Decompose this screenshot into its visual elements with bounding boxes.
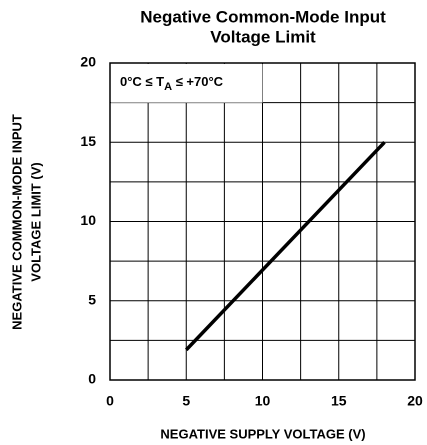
chart-title: Voltage Limit <box>210 27 316 46</box>
plot-frame <box>109 62 416 381</box>
x-tick-label: 20 <box>407 393 423 409</box>
annotation: 0°C ≤ TA ≤ +70°C <box>120 74 224 92</box>
y-tick-label: 10 <box>80 212 96 228</box>
x-tick-label: 5 <box>182 393 190 409</box>
y-tick-label: 20 <box>80 54 96 70</box>
y-tick-label: 15 <box>80 133 96 149</box>
annotation-part: ≤ +70°C <box>172 74 224 89</box>
line <box>184 141 386 352</box>
y-tick-label: 5 <box>88 291 96 307</box>
y-axis-label: VOLTAGE LIMIT (V) <box>28 162 43 281</box>
x-tick-label: 15 <box>331 393 347 409</box>
x-tick-label: 0 <box>106 393 114 409</box>
x-axis-label: NEGATIVE SUPPLY VOLTAGE (V) <box>160 426 365 441</box>
annotation-part: A <box>164 81 172 93</box>
y-axis-label: NEGATIVE COMMON-MODE INPUT <box>9 114 24 330</box>
y-tick-label: 0 <box>88 371 96 387</box>
annotation-box <box>111 64 263 103</box>
annotation-part: 0°C ≤ T <box>120 74 164 89</box>
chart-title: Negative Common-Mode Input <box>140 7 386 26</box>
x-tick-label: 10 <box>255 393 271 409</box>
